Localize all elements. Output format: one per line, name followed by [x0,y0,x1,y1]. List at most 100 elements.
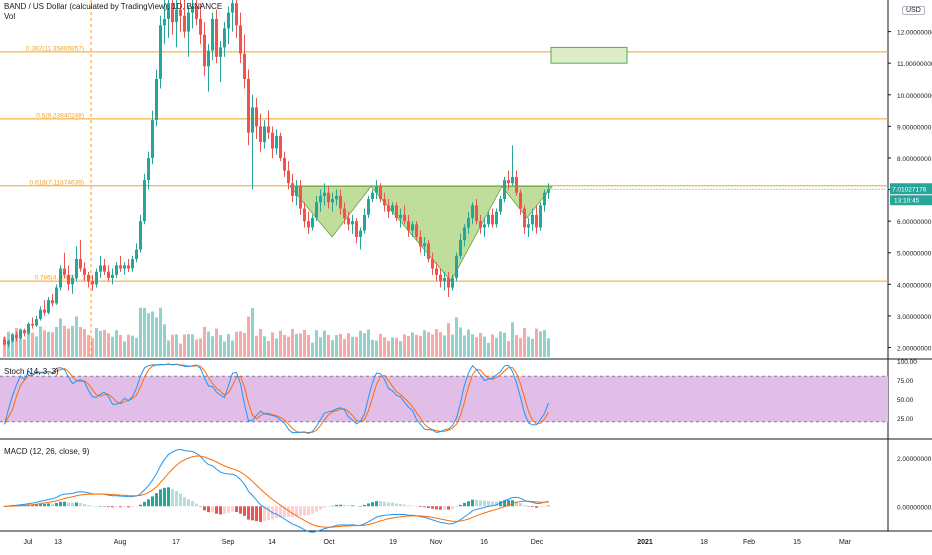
macd-histogram-bar [55,502,58,507]
volume-bar [347,333,350,357]
currency-badge[interactable]: USD [902,6,925,15]
macd-histogram-bar [167,487,170,507]
macd-histogram-bar [51,503,54,507]
macd-histogram-bar [547,505,550,507]
time-tick-label: Nov [430,539,443,546]
volume-bar [15,328,18,357]
volume-bar [407,336,410,357]
volume-bar [507,341,510,357]
volume-bar [279,330,282,357]
price-tick-label: 11.00000000 [897,61,932,68]
candle-body [63,268,66,275]
macd-histogram-bar [87,505,90,507]
candle-body [231,3,234,13]
time-tick-label: Oct [324,539,335,546]
last-price-value: 7.01027176 [892,187,927,194]
macd-histogram-bar [295,506,298,516]
candle-body [455,255,458,279]
candle-body [367,199,370,215]
macd-histogram-bar [59,501,62,507]
macd-histogram-bar [519,503,522,507]
time-tick-label: 19 [389,539,397,546]
macd-histogram-bar [543,506,546,507]
volume-bar [543,330,546,357]
candle-body [71,278,74,285]
volume-bar [99,330,102,357]
macd-histogram-bar [151,496,154,507]
volume-bar [151,311,154,357]
volume-bar [375,340,378,357]
candle-body [203,34,206,67]
macd-histogram-bar [291,506,294,518]
volume-bar [35,336,38,357]
volume-bar [311,342,314,357]
volume-bar [195,339,198,357]
macd-histogram-bar [263,506,266,521]
macd-histogram-bar [195,503,198,507]
volume-bar [271,332,274,357]
volume-bar [127,334,130,357]
time-tick-label: 13 [54,539,62,546]
macd-histogram-bar [427,506,430,508]
price-tick-label: 10.00000000 [897,93,932,100]
candle-body [523,208,526,228]
volume-bar [455,317,458,357]
macd-histogram-bar [339,504,342,507]
candle-body [255,107,258,127]
macd-histogram-bar [539,506,542,508]
candle-body [247,78,250,133]
countdown-value: 13:10:45 [894,198,920,205]
price-tick-label: 4.00000000 [897,282,932,289]
volume-bar [491,334,494,357]
candle-body [535,214,538,228]
candle-body [499,199,502,212]
macd-histogram-bar [75,502,78,507]
macd-histogram-bar [3,506,6,507]
candle-body [127,265,130,269]
candle-body [447,278,450,288]
macd-histogram-bar [299,506,302,516]
candle-body [383,199,386,206]
candle-body [511,176,514,184]
volume-bar [427,332,430,357]
candle-body [111,274,114,279]
candle-body [471,205,474,218]
volume-bar [111,336,114,357]
volume-bar [511,322,514,357]
candle-body [399,214,402,218]
macd-histogram-bar [275,506,278,518]
volume-bar [95,328,98,357]
candle-body [27,323,30,334]
candle-body [207,50,210,67]
stoch-tick-label: 100.00 [897,359,917,366]
volume-bar [307,335,310,357]
price-tick-label: 3.00000000 [897,314,932,321]
candle-body [239,25,242,54]
macd-histogram-bar [31,504,34,507]
candle-body [491,214,494,225]
macd-histogram-bar [455,506,458,507]
volume-bar [295,333,298,357]
volume-bar [51,332,54,357]
volume-bar [315,330,318,357]
volume-bar [243,332,246,357]
volume-bar [467,329,470,357]
candle-body [359,230,362,237]
volume-bar [159,307,162,357]
macd-histogram-bar [371,502,374,507]
volume-bar [67,328,70,357]
time-tick-label: 15 [793,539,801,546]
macd-histogram-bar [259,506,262,522]
macd-histogram-bar [367,503,370,507]
volume-bar [115,330,118,357]
time-tick-label: 14 [268,539,276,546]
candle-body [167,3,170,19]
candle-body [83,268,86,275]
candle-body [507,180,510,184]
macd-histogram-bar [479,500,482,507]
macd-histogram-bar [307,506,310,516]
volume-bar [359,330,362,357]
candle-body [91,281,94,285]
